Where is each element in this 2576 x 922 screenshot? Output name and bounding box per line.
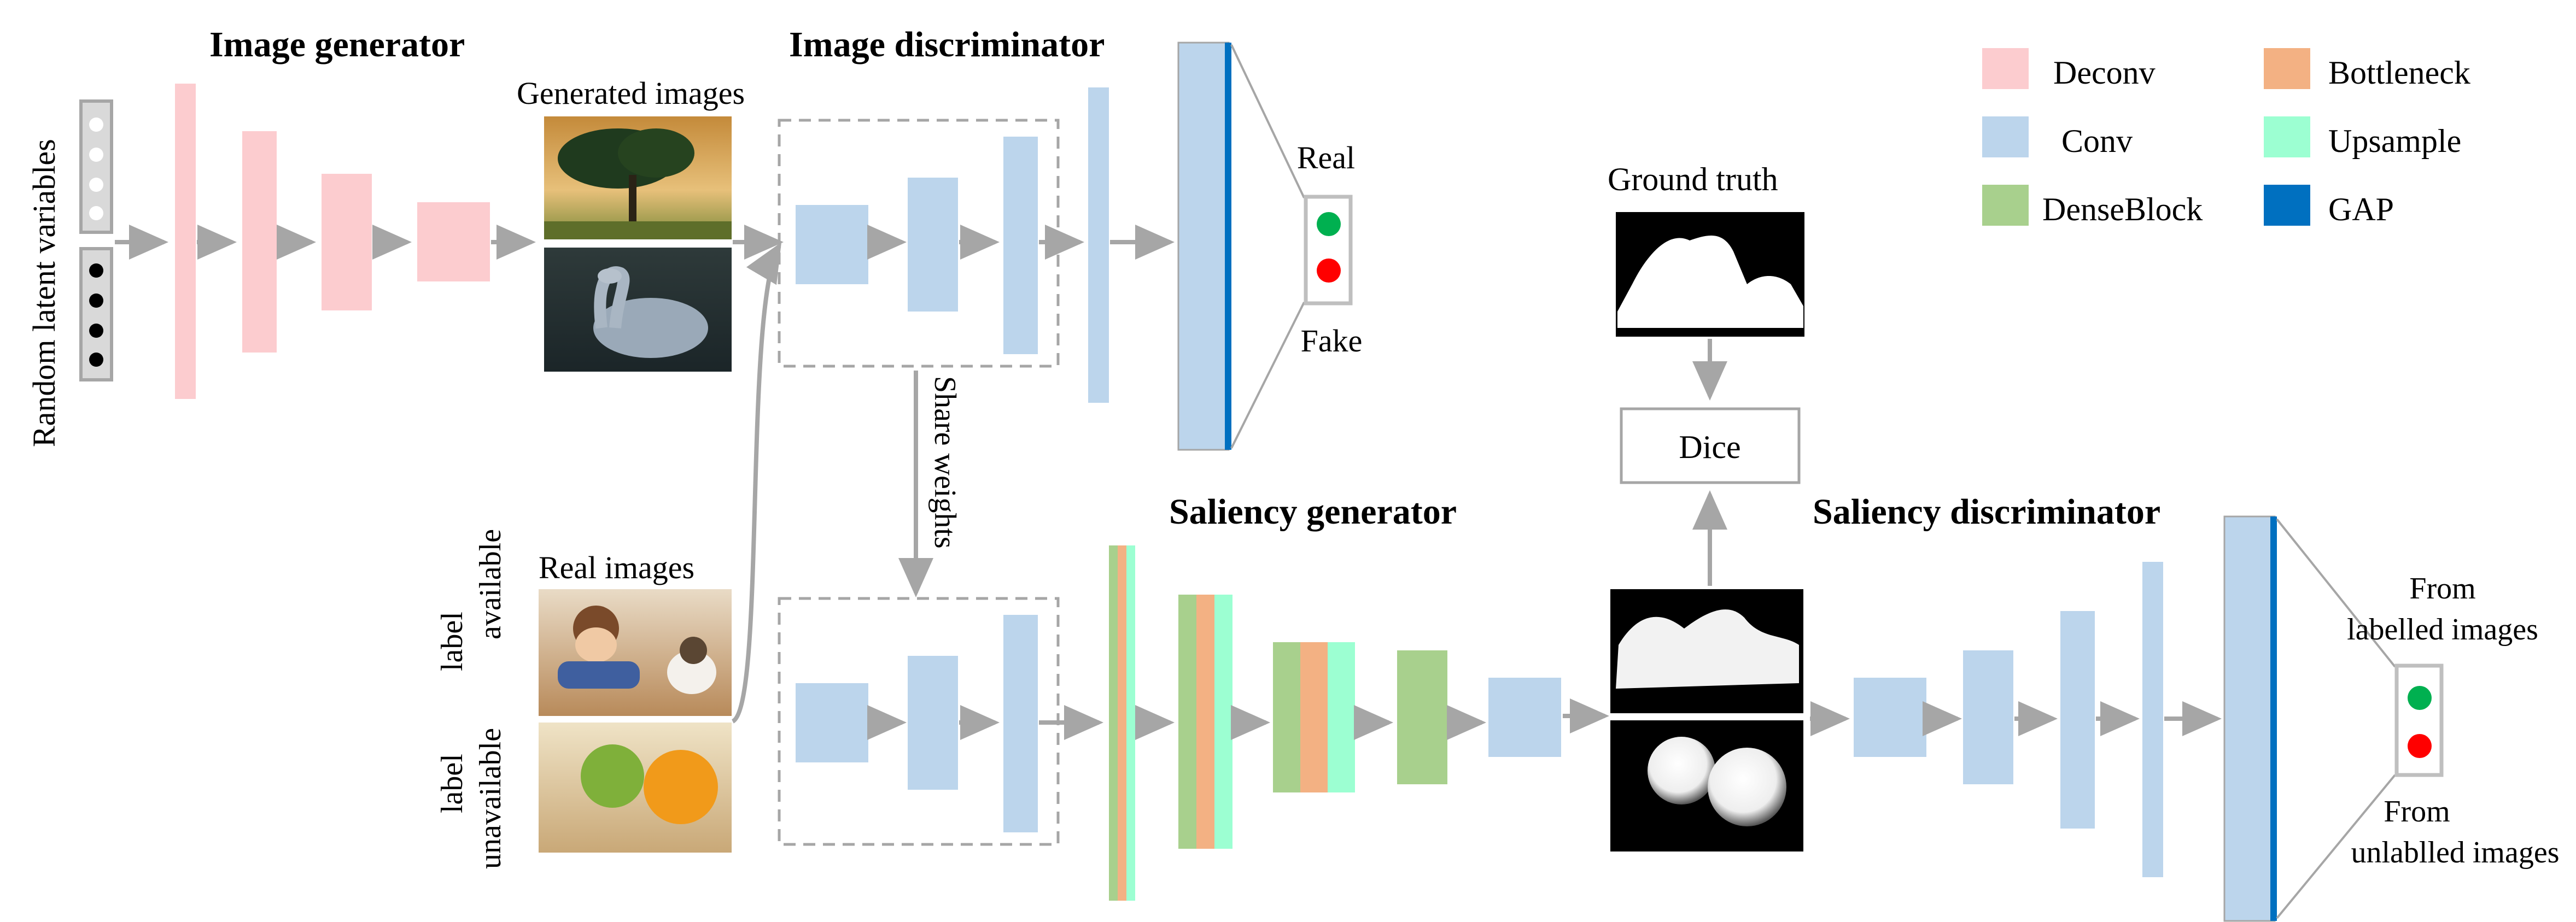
saliency-disc-conv-2 (1963, 650, 2013, 784)
real-dot (1317, 212, 1341, 236)
legend-swatch-bottleneck (2264, 48, 2310, 89)
deconv-layer-2 (242, 131, 277, 353)
legend-swatch-gap (2264, 185, 2310, 226)
label-from-labelled-1: From (2409, 572, 2475, 606)
saliency-enc-conv-2 (908, 656, 958, 790)
legend-swatch-denseblock (1982, 185, 2029, 226)
title-image-discriminator: Image discriminator (789, 25, 1105, 64)
saliency-gen-denseblock (1397, 650, 1447, 784)
legend-label-upsample: Upsample (2328, 123, 2461, 159)
label-random-latent-variables: Random latent variables (26, 139, 62, 447)
image-disc-fc (1177, 42, 1230, 451)
label-fake: Fake (1301, 323, 1363, 359)
saliency-disc-gap (2270, 516, 2277, 921)
predicted-saliency-map-1 (1610, 589, 1803, 713)
legend-label-deconv: Deconv (2053, 55, 2156, 91)
real-images-to-disc-arrow (731, 242, 782, 724)
real-image-boy-cat (539, 589, 732, 716)
real-image-fruit (539, 723, 732, 853)
image-disc-conv-2 (908, 178, 958, 312)
generated-image-tree (544, 116, 732, 239)
label-real-images: Real images (539, 550, 694, 585)
image-disc-conv-1 (796, 205, 868, 284)
deconv-layer-3 (322, 174, 372, 310)
label-ground-truth: Ground truth (1608, 161, 1778, 197)
label-real-available-1: label (435, 612, 469, 671)
title-saliency-generator: Saliency generator (1169, 492, 1457, 532)
saliency-disc-conv-3 (2060, 611, 2095, 829)
generated-image-swan (544, 248, 732, 372)
label-real-available-2: available (474, 529, 507, 639)
legend-swatch-conv (1982, 116, 2029, 157)
image-disc-conv-3 (1003, 137, 1038, 354)
legend-label-denseblock: DenseBlock (2042, 191, 2203, 227)
deconv-layer-4 (417, 202, 490, 281)
saliency-disc-conv-1 (1854, 678, 1926, 757)
label-from-unlabelled-1: From (2384, 795, 2450, 829)
label-dice: Dice (1679, 429, 1740, 465)
legend-label-gap: GAP (2328, 191, 2394, 227)
legend: Deconv Bottleneck Conv Upsample DenseBlo… (1982, 48, 2470, 227)
predicted-saliency-map-2 (1610, 720, 1803, 851)
legend-label-conv: Conv (2061, 123, 2133, 159)
saliency-disc-fc (2223, 515, 2276, 922)
saliency-gen-dense-2 (1178, 595, 1232, 849)
saliency-gen-dense-3 (1273, 642, 1355, 792)
saliency-disc-output-box (2394, 663, 2444, 777)
fake-dot (1317, 259, 1341, 283)
saliency-enc-conv-1 (796, 683, 868, 762)
legend-label-bottleneck: Bottleneck (2328, 55, 2470, 91)
label-real: Real (1297, 140, 1355, 175)
unlabelled-dot (2408, 734, 2432, 758)
legend-swatch-upsample (2264, 116, 2310, 157)
title-image-generator: Image generator (209, 25, 465, 64)
label-real-unavailable-1: label (435, 754, 469, 813)
label-from-labelled-2: labelled images (2347, 613, 2538, 647)
label-generated-images: Generated images (517, 75, 745, 111)
dice-box (1620, 407, 1801, 484)
saliency-disc-conv-4 (2142, 562, 2163, 877)
label-from-unlabelled-2: unlablled images (2351, 836, 2559, 870)
latent-vector-bottom (79, 247, 113, 381)
legend-swatch-deconv (1982, 48, 2029, 89)
image-disc-gap (1225, 43, 1231, 450)
label-share-weights: Share weights (928, 376, 962, 549)
image-disc-conv-4 (1088, 87, 1109, 403)
labelled-dot (2408, 686, 2432, 710)
ground-truth-map (1616, 212, 1804, 337)
saliency-enc-conv-3 (1003, 615, 1038, 832)
saliency-gen-conv (1488, 678, 1561, 757)
label-real-unavailable-2: unavailable (474, 728, 507, 869)
deconv-layer-1 (175, 84, 196, 399)
title-saliency-discriminator: Saliency discriminator (1813, 492, 2160, 532)
saliency-gen-dense-1 (1109, 545, 1135, 901)
latent-vector-top (79, 99, 113, 234)
